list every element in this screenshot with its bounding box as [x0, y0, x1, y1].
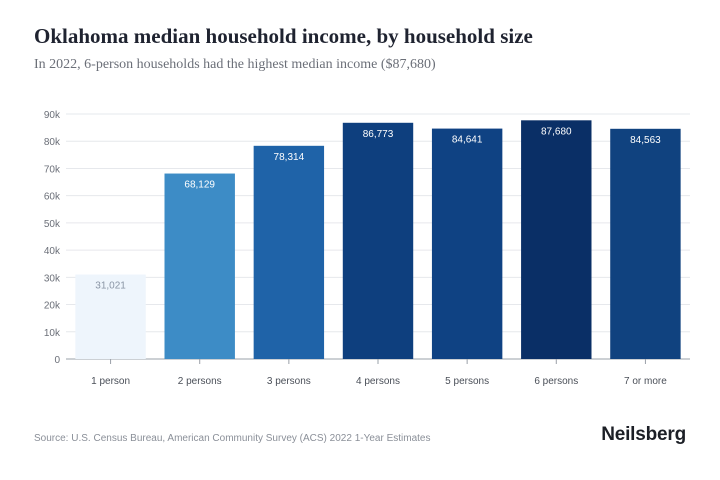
- bar: [164, 173, 235, 359]
- x-tick-label: 2 persons: [178, 376, 222, 387]
- data-label: 84,563: [630, 135, 661, 146]
- y-tick-label: 20k: [44, 301, 61, 312]
- bar-chart: 0 10k 20k 30k 40k 50k 60k 70k 80k 90k 31,021 1 pers…: [44, 110, 690, 387]
- y-tick-label: 50k: [44, 219, 61, 230]
- bar: [431, 128, 503, 359]
- bar: [75, 274, 146, 359]
- y-tick-label: 0: [54, 355, 60, 366]
- y-tick-label: 40k: [44, 246, 61, 257]
- x-tick-label: 5 persons: [445, 376, 489, 387]
- data-label: 87,680: [541, 126, 572, 137]
- y-tick-label: 30k: [44, 273, 61, 284]
- bar: [521, 120, 592, 359]
- bar: [342, 122, 414, 360]
- source-note: Source: U.S. Census Bureau, American Com…: [34, 433, 431, 444]
- y-tick-label: 90k: [44, 110, 61, 121]
- chart-title: Oklahoma median household income, by hou…: [34, 24, 533, 48]
- data-label: 68,129: [184, 180, 215, 191]
- data-label: 84,641: [452, 135, 483, 146]
- chart-subtitle: In 2022, 6-person households had the hig…: [34, 57, 436, 72]
- bar: [610, 128, 681, 359]
- bar: [253, 145, 325, 359]
- x-tick-label: 6 persons: [534, 376, 578, 387]
- brand-logo: Neilsberg: [601, 424, 686, 445]
- y-tick-label: 80k: [44, 137, 61, 148]
- data-label: 31,021: [95, 281, 126, 292]
- y-tick-label: 70k: [44, 164, 61, 175]
- x-tick-label: 4 persons: [356, 376, 400, 387]
- data-label: 78,314: [274, 152, 305, 163]
- y-tick-label: 10k: [44, 328, 61, 339]
- x-tick-label: 3 persons: [267, 376, 311, 387]
- x-tick-label: 7 or more: [624, 376, 667, 387]
- data-label: 86,773: [363, 129, 394, 140]
- x-tick-label: 1 person: [91, 376, 130, 387]
- y-tick-label: 60k: [44, 192, 61, 203]
